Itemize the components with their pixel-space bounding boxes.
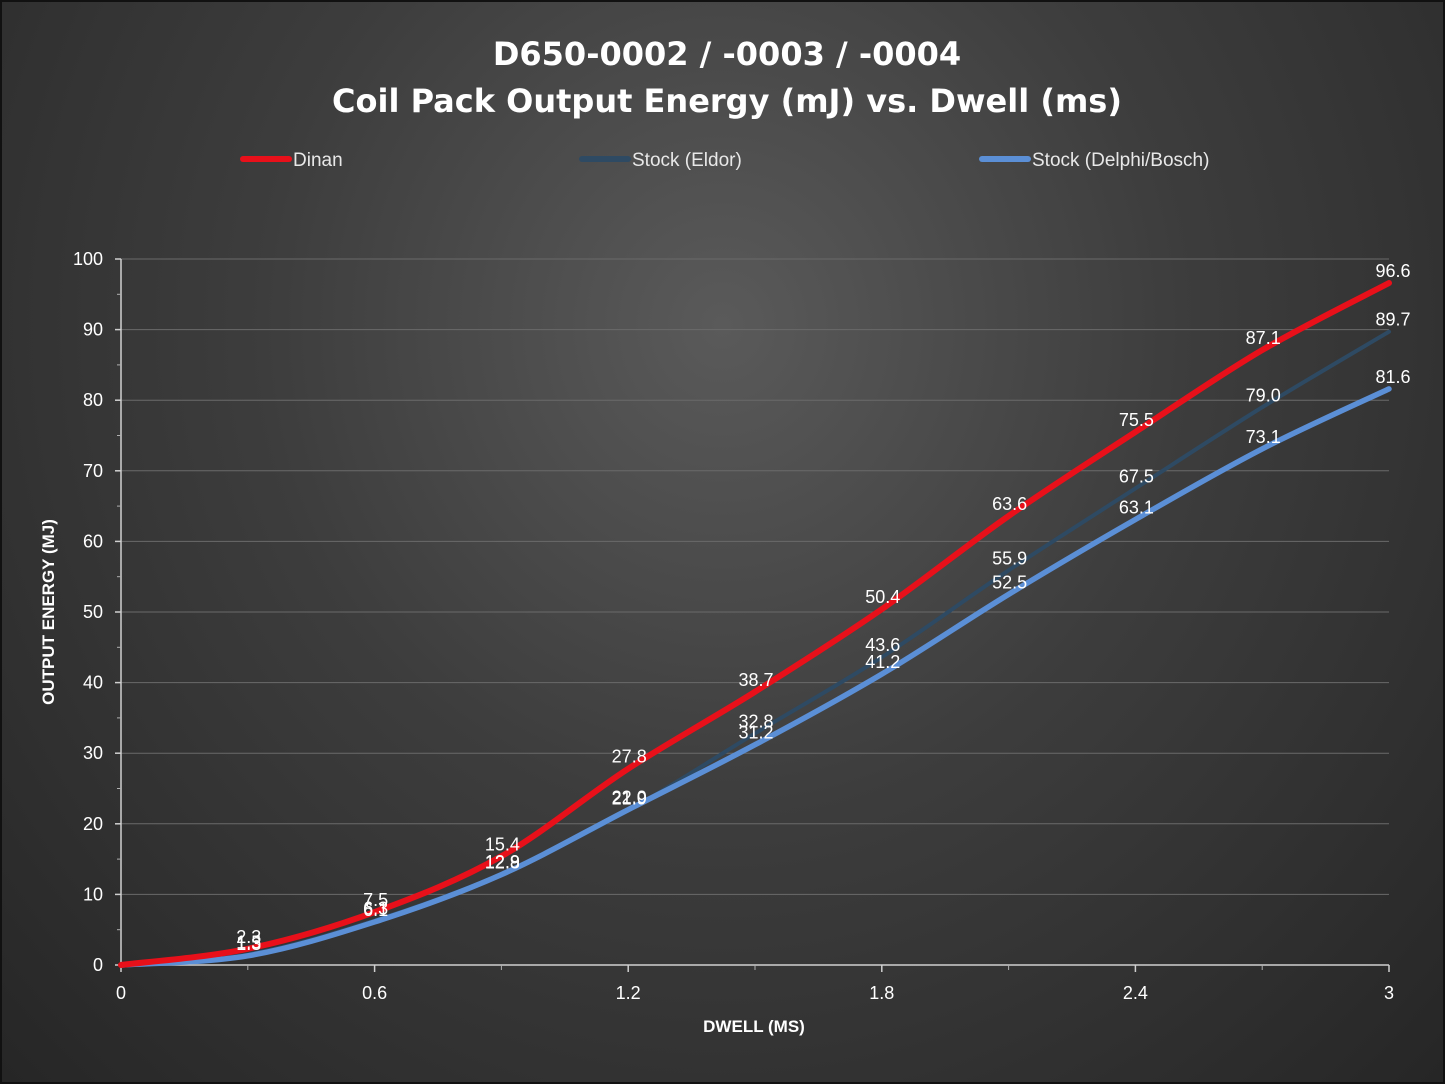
data-label: 89.7 (1375, 310, 1410, 330)
data-label: 6.1 (363, 900, 388, 920)
series-lines (118, 280, 1392, 968)
legend-label: Dinan (293, 150, 343, 171)
chart-title-line2: Coil Pack Output Energy (mJ) vs. Dwell (… (332, 82, 1122, 120)
data-label: 63.1 (1119, 498, 1154, 518)
data-label: 52.5 (992, 572, 1027, 592)
x-axis-title: DWELL (MS) (703, 1017, 805, 1036)
data-label: 87.1 (1246, 328, 1281, 348)
chart-title-line1: D650-0002 / -0003 / -0004 (493, 35, 961, 73)
legend-item: Stock (Delphi/Bosch) (979, 150, 1209, 171)
data-label: 81.6 (1375, 367, 1410, 387)
y-axis-title: OUTPUT ENERGY (MJ) (39, 519, 58, 705)
data-label: 55.9 (992, 548, 1027, 568)
data-label: 67.5 (1119, 466, 1154, 486)
data-label: 96.6 (1375, 261, 1410, 281)
data-label: 27.8 (612, 747, 647, 767)
data-label: 22.0 (612, 788, 647, 808)
gridlines (121, 258, 1389, 895)
data-label: 32.8 (738, 711, 773, 731)
y-tick-label: 50 (83, 602, 103, 622)
data-label: 75.5 (1119, 410, 1154, 430)
data-label: 31.2 (738, 723, 773, 743)
data-label: 21.9 (612, 788, 647, 808)
data-label: 2.3 (236, 927, 261, 947)
x-tick-label: 3 (1384, 983, 1394, 1003)
legend-label: Stock (Delphi/Bosch) (1032, 150, 1209, 171)
x-tick-label: 2.4 (1123, 983, 1148, 1003)
y-tick-label: 40 (83, 673, 103, 693)
x-tick-label: 1.2 (616, 983, 641, 1003)
y-tick-label: 0 (93, 955, 103, 975)
data-label: 15.4 (485, 834, 520, 854)
legend-label: Stock (Eldor) (632, 150, 742, 171)
y-tick-label: 100 (73, 249, 103, 269)
data-label: 43.6 (865, 635, 900, 655)
y-tick-label: 30 (83, 743, 103, 763)
data-label: 1.5 (236, 932, 261, 952)
x-tick-label: 1.8 (869, 983, 894, 1003)
y-tick-label: 90 (83, 320, 103, 340)
x-tick-label: 0.6 (362, 983, 387, 1003)
data-label: 50.4 (865, 587, 900, 607)
data-label: 63.6 (992, 494, 1027, 514)
legend: Dinan Stock (Eldor) Stock (Delphi/Bosch) (240, 150, 1209, 171)
data-label: 73.1 (1246, 427, 1281, 447)
data-label: 6.3 (363, 899, 388, 919)
data-label: 12.9 (485, 852, 520, 872)
data-labels: 2.3 7.5 15.4 27.8 38.7 50.4 63.6 75.5 87.1 96.6 1.… (236, 261, 1410, 954)
data-label: 41.2 (865, 652, 900, 672)
data-label: 79.0 (1246, 385, 1281, 405)
y-tick-label: 10 (83, 884, 103, 904)
legend-item: Stock (Eldor) (579, 150, 742, 171)
y-tick-label: 70 (83, 461, 103, 481)
legend-item: Dinan (240, 150, 343, 171)
series-line-stock-eldor- (119, 329, 1391, 967)
y-tick-label: 60 (83, 531, 103, 551)
data-label: 7.5 (363, 890, 388, 910)
x-tick-label: 0 (116, 983, 126, 1003)
data-label: 12.8 (485, 853, 520, 873)
data-label: 38.7 (738, 670, 773, 690)
data-label: 1.3 (236, 934, 261, 954)
y-tick-label: 20 (83, 814, 103, 834)
axes: 0 10 20 30 40 50 60 70 80 90 100 0 0.6 1.2 1.8 2.4 3 (73, 249, 1394, 1003)
series-line-dinan (118, 280, 1392, 968)
series-line-stock-delphi-bosch- (118, 386, 1392, 968)
y-tick-label: 80 (83, 390, 103, 410)
